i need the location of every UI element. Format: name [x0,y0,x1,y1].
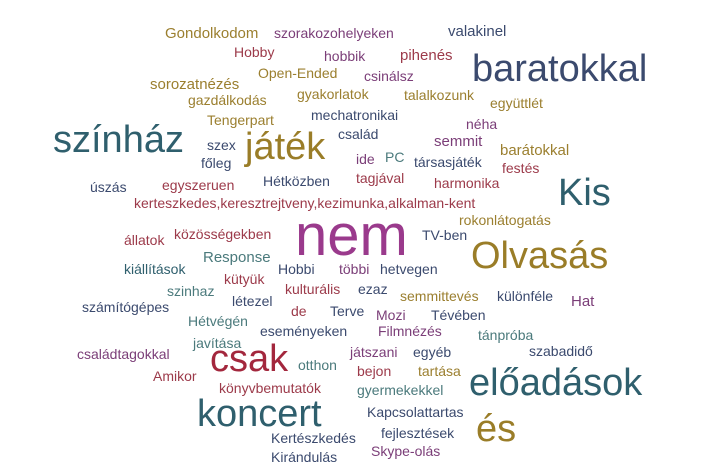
word-letezel: létezel [232,293,273,309]
word-semmit: semmit [434,133,483,150]
word-amikor: Amikor [153,368,197,384]
word-csalad: család [338,126,379,142]
word-tartasa: tartása [418,363,461,379]
word-szinhaz: színház [53,119,184,161]
word-kapcsolattartas: Kapcsolattartas [367,404,464,420]
word-hobbik: hobbik [324,48,366,64]
word-kerteszkedes-keresztrejtveny-kezimunka-alkalman-kent: kerteszkedes,keresztrejtveny,kezimunka,a… [134,195,476,211]
word-eloadasok: előadások [469,362,643,404]
word-pc: PC [385,149,405,165]
word-esemenyeken: eseményeken [260,323,348,339]
word-szex: szex [207,137,236,153]
word-harmonika: harmonika [434,175,500,191]
word-teveben: Tévében [431,307,486,323]
word-foleg: főleg [201,155,232,171]
word-baratokkal: barátokkal [500,142,570,159]
word-jatszani: játszani [350,344,398,360]
word-hetkozben: Hétközben [263,173,330,189]
word-response: Response [203,249,271,266]
word-csaladtagokkal: családtagokkal [77,346,170,362]
word-semmitteves: semmittevés [400,288,479,304]
word-hetvegen: hetvegen [380,261,438,277]
word-jatek: játék [245,126,326,168]
word-uszas: úszás [90,179,127,195]
word-baratokkal: baratokkal [472,48,648,90]
word-tagjaval: tagjával [356,170,405,186]
word-tv-ben: TV-ben [422,227,468,243]
word-gyermekekkel: gyermekekkel [357,382,444,398]
word-kiallitasok: kiállítások [124,261,186,277]
word-csak: csak [210,338,289,380]
word-kirandulas: Kirándulás [271,449,338,465]
word-neha: néha [466,116,498,132]
word-gazdalkodas: gazdálkodás [188,92,267,108]
word-szorakozohelyeken: szorakozohelyeken [274,25,394,41]
word-pihenes: pihenés [400,47,453,64]
word-gondolkodom: Gondolkodom [165,25,259,42]
word-ezaz: ezaz [358,281,388,297]
word-allatok: állatok [124,232,165,248]
word-tengerpart: Tengerpart [207,112,274,128]
word-fejlesztesek: fejlesztések [381,425,455,441]
word-tanproba: tánpróba [478,327,534,343]
word-kerteszkedes: Kertészkedés [271,430,356,446]
word-hat: Hat [571,293,595,310]
word-hetvegen: Hétvégén [188,313,248,329]
word-sorozatnezes: sorozatnézés [150,76,240,93]
word-hobby: Hobby [234,44,275,60]
word-hobbi: Hobbi [278,261,315,277]
word-kulonfele: különféle [497,288,554,304]
word-mozi: Mozi [376,307,406,323]
word-tarsasjatek: társasjáték [414,154,482,170]
word-olvasas: Olvasás [471,235,609,277]
word-es: és [476,408,517,450]
word-egyszeruen: egyszeruen [162,177,235,193]
word-skype-olas: Skype-olás [371,443,441,459]
word-gyakorlatok: gyakorlatok [297,86,369,102]
word-de: de [291,303,307,319]
word-mechatronikai: mechatronikai [311,107,399,123]
word-konyvbemutatok: könyvbemutatók [219,380,321,396]
word-terve: Terve [330,303,365,319]
word-rokonlatogatas: rokonlátogatás [459,212,551,228]
word-egyeb: egyéb [413,344,452,360]
word-kis: Kis [558,172,611,214]
word-ide: ide [356,151,375,167]
word-talalkozunk: talalkozunk [404,87,475,103]
word-szinhaz: szinhaz [167,283,215,299]
word-kutyuk: kütyük [224,271,265,287]
word-festes: festés [502,160,540,176]
word-szamitogepes: számítógépes [82,299,170,315]
word-open-ended: Open-Ended [258,65,338,81]
word-nem: nem [295,203,408,268]
word-filmnezes: Filmnézés [378,323,442,339]
word-valakinel: valakinel [448,23,507,40]
word-csinalsz: csinálsz [364,68,414,84]
word-otthon: otthon [298,357,337,373]
word-koncert: koncert [197,393,322,435]
word-szabadido: szabadidő [529,343,593,359]
word-kozossegekben: közösségekben [174,226,272,242]
word-tobbi: többi [339,261,370,277]
word-kulturalis: kulturális [285,281,341,297]
word-bejon: bejon [357,363,392,379]
word-javitasa: javítása [193,335,242,351]
word-egyuttlet: együttlét [490,95,543,111]
